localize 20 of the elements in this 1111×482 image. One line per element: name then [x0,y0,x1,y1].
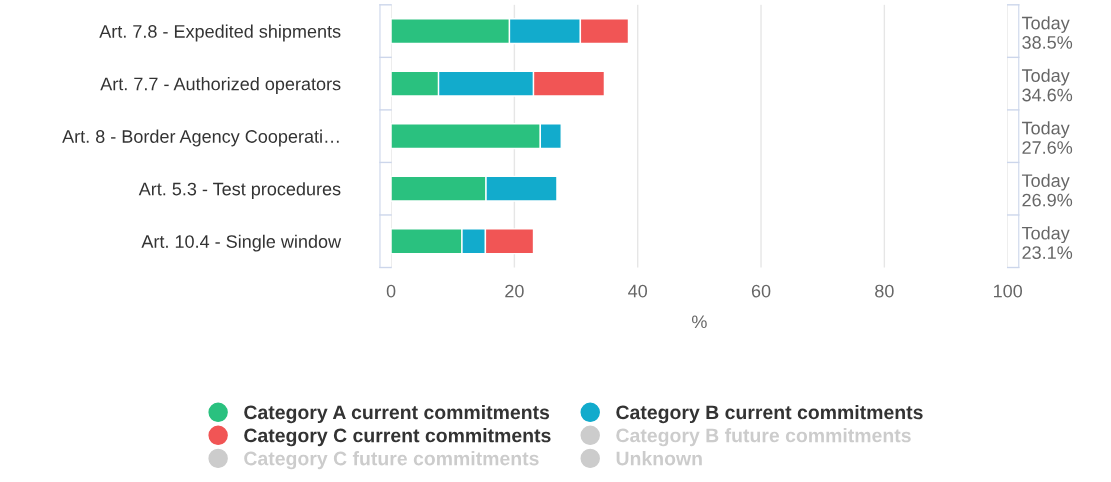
legend-label: Category B current commitments [616,404,923,424]
legend-label: Category C current commitments [244,428,551,447]
x-tick-label: 0 [386,284,396,298]
text: Today 38.5% [1021,16,1073,49]
y-tick-label: Art. 5.3 - Test procedures [138,182,341,199]
y-tick-label: Art. 10.4 - Single window [141,234,342,252]
y-tick-label: Art. 8 - Border Agency Cooperati… [62,129,339,147]
text: Today 34.6% [1021,68,1073,102]
y-tick-label: Art. 7.7 - Authorized operators [100,77,341,94]
x-axis-title: % [691,315,707,329]
x-tick-label: 40 [628,284,648,298]
legend-label: Category A current commitments [244,404,550,424]
x-tick-label: 80 [875,284,894,298]
text: Today 23.1% [1021,226,1073,259]
x-tick-label: 20 [505,284,524,298]
x-tick-label: 100 [993,284,1023,298]
y-tick-label: Art. 7.8 - Expedited shipments [99,24,341,42]
x-tick-label: 60 [751,284,771,298]
text: Today 27.6% [1021,121,1073,154]
text: Today 26.9% [1021,173,1073,207]
